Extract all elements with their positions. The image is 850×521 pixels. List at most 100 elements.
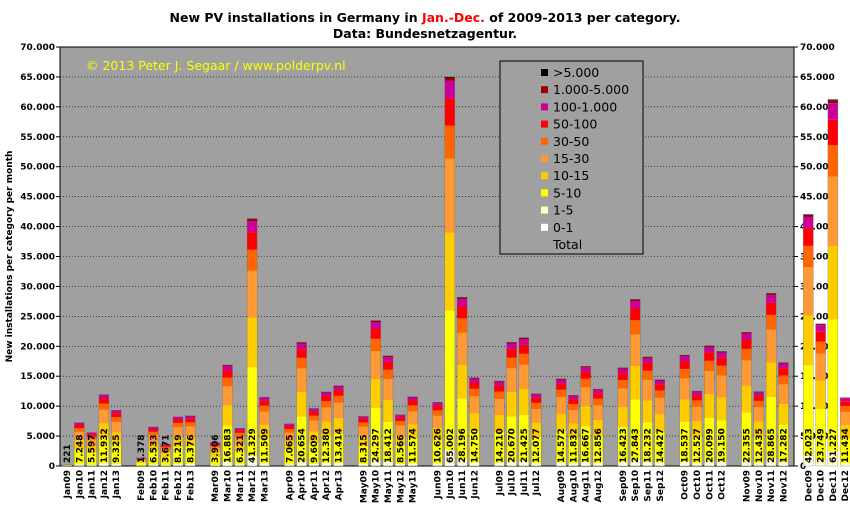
bar-segment	[617, 373, 628, 380]
y-tick-label: 50.000	[20, 163, 55, 173]
bar-outline	[98, 394, 110, 467]
bar-segment	[803, 216, 814, 229]
y-tick-label-right: 45.000	[800, 193, 835, 203]
bar-outline	[741, 332, 752, 467]
x-tick-label: Apr10	[298, 470, 308, 500]
bar-segment	[753, 436, 764, 464]
y-tick-label-right: 70.000	[800, 43, 835, 53]
bar-total-label: 23.749	[817, 428, 827, 463]
y-tick-label: 5.000	[27, 432, 55, 442]
bar-segment	[580, 462, 591, 466]
bar-segment	[827, 103, 838, 120]
bar-segment	[630, 308, 641, 321]
bar-outline	[234, 428, 245, 467]
bar-segment	[210, 456, 221, 466]
bar-segment	[766, 302, 777, 315]
bar-segment	[160, 457, 171, 466]
bar-segment	[457, 298, 468, 307]
bar-segment	[741, 460, 752, 466]
bar-total-label: 20.670	[508, 428, 518, 463]
bar-segment	[753, 395, 764, 401]
legend-label: 5-10	[553, 185, 581, 200]
bar-segment	[173, 446, 183, 465]
bar-segment	[580, 387, 591, 407]
bar-segment	[556, 378, 567, 380]
bar-segment	[259, 424, 270, 439]
bar-total-label: 18.412	[384, 428, 394, 463]
x-tick-label: Mar09	[211, 470, 221, 502]
bar-segment	[778, 384, 789, 404]
bar-segment	[370, 460, 381, 466]
bar-segment	[692, 406, 702, 422]
bar-segment	[679, 361, 690, 369]
bar-segment	[185, 463, 196, 466]
bar-segment	[630, 320, 641, 335]
bar-segment	[98, 423, 109, 438]
bar-outline	[407, 396, 418, 467]
bar-outline	[469, 377, 480, 467]
bar-segment	[432, 463, 443, 466]
bar-segment	[803, 245, 814, 268]
bar-segment	[716, 397, 727, 421]
bar-segment	[296, 349, 307, 358]
chart-subtitle: Data: Bundesnetzagentur.	[333, 26, 517, 41]
bar-segment	[185, 435, 196, 446]
bar-segment	[840, 406, 850, 412]
bar-segment	[803, 365, 814, 456]
bar-segment	[370, 378, 381, 408]
bar-segment	[358, 426, 369, 437]
bar-segment	[815, 324, 826, 326]
bar-total-label: 1.378	[137, 435, 147, 463]
bar-segment	[407, 400, 418, 406]
bar-segment	[518, 364, 529, 390]
bar-segment	[753, 421, 764, 437]
bar-segment	[642, 362, 653, 371]
bar-segment	[111, 413, 122, 418]
bar-segment	[556, 462, 567, 466]
bar-total-label: 11.434	[841, 428, 850, 463]
legend-box	[499, 60, 644, 255]
bar-segment	[173, 422, 183, 428]
x-tick-label: May13	[409, 470, 419, 503]
bar-segment	[778, 363, 789, 369]
bar-total-label: 14.750	[470, 428, 480, 463]
bar-segment	[766, 314, 777, 330]
bar-segment	[296, 391, 307, 417]
x-tick-label: Sep12	[656, 470, 666, 502]
bar-segment	[259, 463, 270, 466]
bar-segment	[654, 397, 665, 415]
bar-segment	[444, 80, 455, 99]
bar-segment	[358, 446, 369, 465]
bar-segment	[222, 377, 233, 387]
bar-segment	[593, 435, 603, 463]
bar-segment	[74, 428, 85, 432]
bar-segment	[407, 438, 418, 464]
bar-outline	[135, 457, 147, 467]
bar-outline	[222, 364, 233, 467]
bar-segment	[444, 77, 455, 81]
bar-segment	[568, 423, 579, 438]
x-tick-label: Apr13	[335, 470, 345, 500]
bar-segment	[457, 332, 468, 365]
x-tick-label: Oct11	[705, 470, 715, 500]
bar-segment	[148, 429, 159, 432]
bar-segment	[518, 339, 529, 345]
bar-segment	[395, 425, 406, 436]
bar-segment	[753, 392, 764, 396]
bar-total-label: 61.227	[829, 428, 839, 463]
bar-segment	[210, 465, 221, 466]
bar-segment	[741, 339, 752, 349]
y-tick-label: 15.000	[20, 372, 55, 382]
bar-segment	[111, 463, 122, 466]
bar-segment	[593, 393, 603, 399]
bar-total-label: 14.210	[495, 428, 505, 463]
bar-segment	[296, 416, 307, 462]
bar-outline	[148, 426, 159, 467]
bar-total-label: 17.282	[779, 428, 789, 463]
bar-segment	[185, 418, 196, 423]
bar-segment	[766, 293, 777, 295]
bar-segment	[457, 459, 468, 466]
bar-segment	[531, 422, 542, 438]
bar-outline	[74, 422, 85, 467]
bar-total-label: 20.099	[705, 428, 715, 463]
